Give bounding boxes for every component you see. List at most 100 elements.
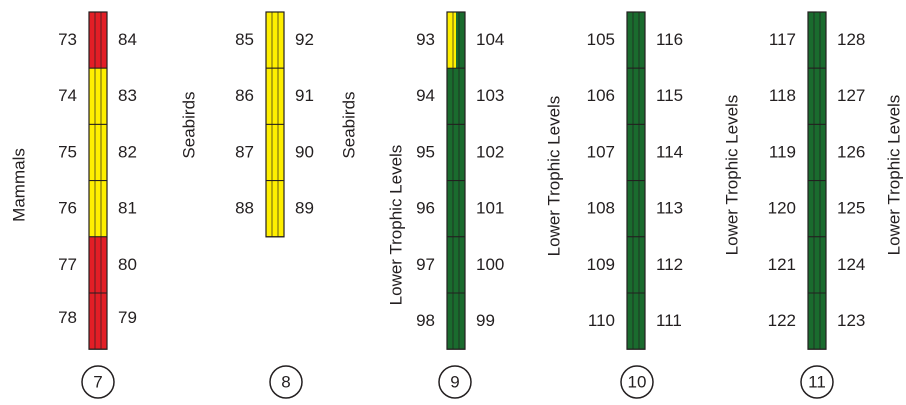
transect-number-circle xyxy=(800,365,834,399)
bar-segment xyxy=(265,123,285,182)
bar-segment xyxy=(807,180,827,238)
station-number-right: 101 xyxy=(476,199,504,218)
station-number-left: 77 xyxy=(58,255,77,274)
station-number-right: 127 xyxy=(837,86,865,105)
station-number-right: 124 xyxy=(837,255,865,274)
station-number-left: 107 xyxy=(587,142,615,161)
station-number-right: 104 xyxy=(476,30,504,49)
station-number-left: 97 xyxy=(416,255,435,274)
station-number-right: 100 xyxy=(476,255,504,274)
bar-segment xyxy=(446,123,466,182)
station-number-right: 91 xyxy=(295,86,314,105)
group-label: Seabirds xyxy=(179,91,198,158)
bar-segment xyxy=(626,236,646,294)
bar-segment xyxy=(446,67,466,125)
station-number-left: 118 xyxy=(769,86,796,105)
bar-segment xyxy=(265,180,285,238)
bar-segment xyxy=(626,11,646,69)
transect-number: 10 xyxy=(628,372,647,391)
station-number-right: 90 xyxy=(295,142,314,161)
bar-segment xyxy=(88,180,108,238)
bar-outline xyxy=(88,11,108,350)
bar-segment xyxy=(265,67,285,125)
bar-segment xyxy=(626,180,646,238)
station-number-right: 92 xyxy=(295,30,314,49)
bar-segment xyxy=(807,67,827,125)
station-number-left: 110 xyxy=(588,311,615,330)
transect-number: 11 xyxy=(808,372,826,391)
station-number-right: 81 xyxy=(118,199,137,218)
station-number-right: 84 xyxy=(118,30,137,49)
bar-segment xyxy=(626,292,646,350)
bar-outline xyxy=(446,11,466,350)
bar-segment xyxy=(626,123,646,182)
station-number-right: 113 xyxy=(656,199,683,218)
station-number-left: 73 xyxy=(58,30,77,49)
bar-outline xyxy=(807,11,827,350)
bar-segment xyxy=(807,292,827,350)
bar-outline xyxy=(265,11,285,238)
bar-segment xyxy=(88,11,108,69)
station-number-right: 79 xyxy=(118,308,137,327)
station-number-left: 86 xyxy=(235,86,254,105)
station-number-right: 80 xyxy=(118,255,137,274)
station-number-right: 82 xyxy=(118,142,137,161)
bar-segment xyxy=(807,236,827,294)
station-number-right: 126 xyxy=(837,142,865,161)
station-number-left: 120 xyxy=(768,199,796,218)
station-number-right: 99 xyxy=(476,311,495,330)
group-label: Lower Trophic Levels xyxy=(544,96,563,257)
station-number-left: 117 xyxy=(769,30,796,49)
bar-segment xyxy=(446,180,466,238)
bar-outline xyxy=(626,11,646,350)
station-number-right: 111 xyxy=(656,311,682,330)
station-number-right: 112 xyxy=(656,255,683,274)
bar-segment xyxy=(626,67,646,125)
bar-segment xyxy=(88,123,108,182)
station-number-left: 106 xyxy=(587,86,615,105)
transect-number-circle xyxy=(438,365,472,399)
station-number-left: 88 xyxy=(235,199,254,218)
group-label: Lower Trophic Levels xyxy=(722,95,741,256)
station-number-left: 76 xyxy=(58,199,77,218)
transect-number: 8 xyxy=(281,372,290,391)
station-number-left: 119 xyxy=(769,142,796,161)
station-number-right: 125 xyxy=(837,199,865,218)
station-number-left: 109 xyxy=(587,255,615,274)
group-label: Seabirds xyxy=(339,91,358,158)
station-number-right: 115 xyxy=(656,86,683,105)
transect-number: 9 xyxy=(450,372,459,391)
station-number-left: 95 xyxy=(416,142,435,161)
bar-segment xyxy=(807,123,827,182)
station-number-right: 114 xyxy=(656,142,683,161)
bar-segment xyxy=(446,292,466,350)
station-number-left: 93 xyxy=(416,30,435,49)
bar-segment xyxy=(88,67,108,125)
group-label: Lower Trophic Levels xyxy=(884,95,903,256)
station-number-left: 121 xyxy=(768,255,796,274)
transect-number-circle xyxy=(269,365,303,399)
station-number-left: 94 xyxy=(416,86,435,105)
station-number-left: 122 xyxy=(768,311,796,330)
group-label: Lower Trophic Levels xyxy=(386,145,405,306)
bar-segment xyxy=(807,11,827,69)
station-number-left: 74 xyxy=(58,86,77,105)
station-number-right: 128 xyxy=(837,30,865,49)
station-number-right: 103 xyxy=(476,86,504,105)
station-number-right: 89 xyxy=(295,199,314,218)
bar-segment xyxy=(265,11,285,69)
bar-segment xyxy=(88,292,108,350)
station-number-left: 78 xyxy=(58,308,77,327)
bar-segment xyxy=(446,236,466,294)
station-number-right: 116 xyxy=(656,30,683,49)
transect-number: 7 xyxy=(93,372,102,391)
station-number-left: 105 xyxy=(587,30,615,49)
station-number-right: 123 xyxy=(837,311,865,330)
station-number-left: 96 xyxy=(416,199,435,218)
station-number-right: 102 xyxy=(476,142,504,161)
station-number-left: 85 xyxy=(235,30,254,49)
station-number-right: 83 xyxy=(118,86,137,105)
group-label: Mammals xyxy=(9,148,28,222)
station-number-left: 98 xyxy=(416,311,435,330)
transect-number-circle xyxy=(620,365,654,399)
